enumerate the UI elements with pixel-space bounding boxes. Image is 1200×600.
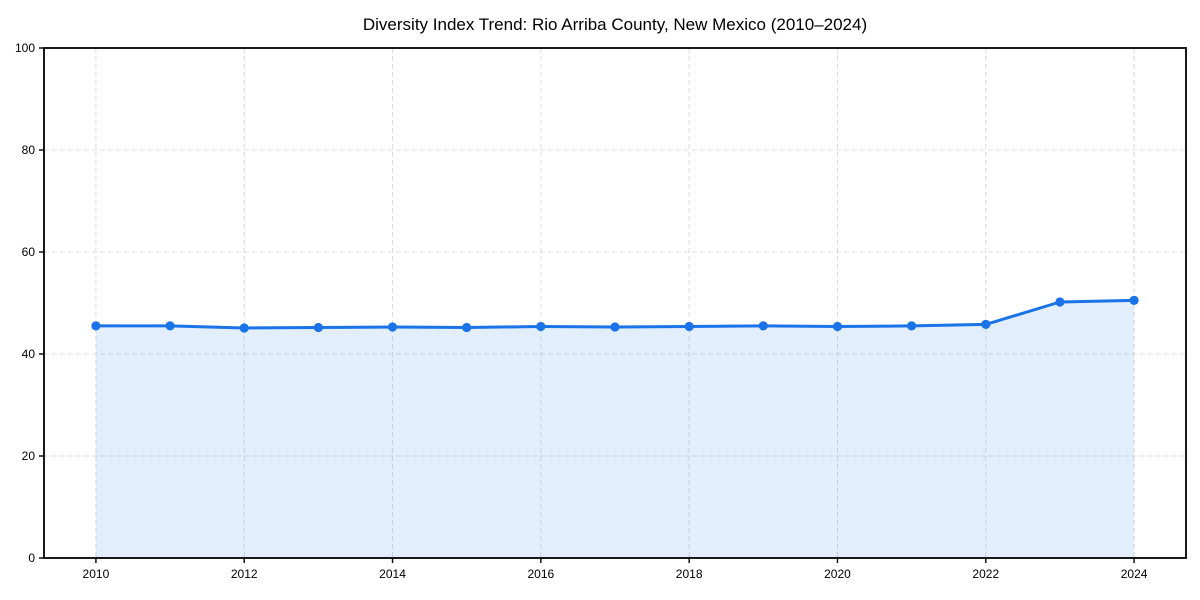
data-point-2022 — [981, 319, 991, 329]
x-axis-tick-label: 2012 — [231, 567, 258, 581]
x-axis-tick-label: 2014 — [379, 567, 406, 581]
x-axis-tick-label: 2018 — [676, 567, 703, 581]
x-axis-tick-label: 2010 — [83, 567, 110, 581]
data-point-2015 — [462, 322, 472, 333]
data-point-2020 — [832, 321, 843, 332]
y-axis-tick-label: 40 — [22, 347, 36, 361]
y-axis-tick-label: 80 — [22, 143, 36, 157]
data-point-2010 — [91, 321, 101, 331]
data-point-2012 — [239, 323, 249, 333]
area-fill — [95, 300, 1135, 558]
y-axis-tick-label: 60 — [22, 245, 36, 259]
chart-title: Diversity Index Trend: Rio Arriba County… — [362, 15, 868, 34]
data-point-2016 — [536, 321, 546, 332]
data-point-2023 — [1055, 297, 1065, 307]
data-point-2017 — [610, 322, 620, 332]
data-point-2019 — [758, 321, 768, 331]
y-axis-tick-label: 20 — [22, 449, 36, 463]
data-point-2024 — [1129, 295, 1139, 305]
y-axis-tick-label: 0 — [28, 551, 35, 565]
x-axis-tick-label: 2016 — [527, 567, 554, 581]
data-point-2018 — [684, 321, 694, 332]
data-point-2021 — [907, 321, 917, 331]
x-axis-tick-label: 2020 — [824, 567, 851, 581]
plot-border — [43, 47, 1187, 559]
data-point-2013 — [313, 322, 323, 333]
x-axis-tick-label: 2022 — [972, 567, 999, 581]
y-axis-tick-label: 100 — [15, 41, 35, 55]
x-axis-tick-label: 2024 — [1121, 567, 1148, 581]
data-point-2014 — [387, 322, 398, 332]
data-point-2011 — [165, 321, 175, 331]
